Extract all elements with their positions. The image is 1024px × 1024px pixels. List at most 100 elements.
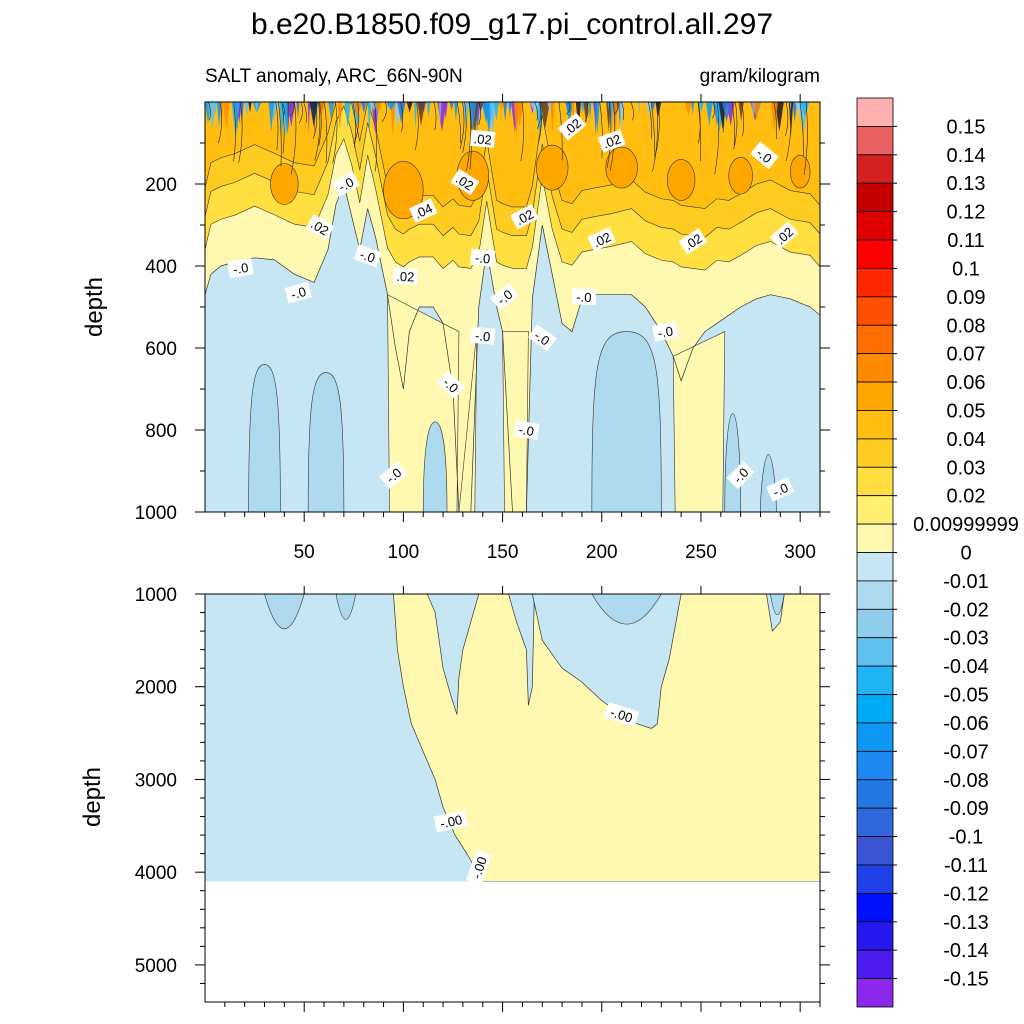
surface-streak [426, 102, 431, 118]
xtick-label: 100 [388, 542, 420, 563]
surface-contour [785, 102, 789, 137]
surface-contour [650, 102, 656, 158]
contour-label: -.0 [750, 141, 779, 170]
contour-label-bg [470, 326, 496, 345]
contour-label: -.0 [470, 326, 496, 345]
contour-label-bg [408, 198, 438, 223]
contour-label-text: -.0 [770, 480, 790, 500]
colorbar-label: 0.14 [947, 145, 986, 167]
contour-label-text: .02 [513, 206, 536, 228]
surface-streak [792, 102, 797, 123]
contour-label-bg [379, 461, 408, 489]
lower-panel: 1000 2000 3000 4000 5000 -.00 -.00 -.00 [135, 585, 830, 1012]
upper-pos03-to-pos04 [205, 102, 820, 209]
colorbar-swatch [856, 836, 894, 866]
xtick-label: 200 [586, 542, 618, 563]
lower-zero-to-pos01 [393, 594, 820, 882]
contour-label: .02 [393, 267, 418, 285]
surface-streak [610, 102, 614, 130]
contour-label: -.0 [379, 461, 408, 489]
colorbar-swatch [856, 892, 894, 923]
surface-contour [537, 102, 542, 129]
upper-panel: 200 400 600 800 1000 50 100 150 200 250 300 .02 .02.… [135, 94, 830, 563]
surface-contour [290, 102, 297, 175]
colorbar-label: -0.14 [943, 940, 989, 962]
upper-deep-column [672, 331, 726, 512]
contour-label-text: -.00 [439, 812, 464, 831]
surface-contour [324, 102, 328, 163]
surface-contour [466, 102, 471, 171]
surface-streak [417, 102, 425, 127]
lower-blue-lobe [591, 594, 662, 625]
surface-streak [443, 102, 448, 120]
contour-label: -.0 [331, 171, 361, 197]
contour-label-bg [470, 129, 496, 148]
contour-label-bg [597, 129, 626, 153]
surface-contour [332, 102, 338, 164]
colorbar-label: 0.05 [947, 400, 986, 422]
xtick-label: 250 [685, 542, 717, 563]
colorbar-swatch [856, 552, 894, 582]
lower-ytick-label: 3000 [135, 770, 177, 791]
colorbar-label: 0.03 [947, 457, 986, 479]
upper-ytick-label: 600 [145, 339, 177, 360]
contour-label-text: -.0 [518, 422, 535, 439]
surface-streak [307, 102, 310, 135]
surface-contour [303, 102, 307, 123]
colorbar-label: -0.1 [949, 827, 983, 849]
surface-streak [328, 102, 335, 120]
upper-ytick-label: 800 [145, 421, 177, 442]
colorbar-label: 0.11 [947, 230, 984, 252]
contour-label: -.00 [603, 701, 640, 728]
surface-contour [290, 102, 295, 117]
surface-contour [613, 102, 619, 115]
surface-contour [313, 102, 318, 139]
contour-label: .02 [597, 129, 626, 153]
surface-streak [248, 102, 252, 113]
surface-streak [770, 102, 778, 133]
upper-blue-column [591, 331, 662, 512]
surface-streak [498, 102, 505, 111]
colorbar-swatch [856, 381, 894, 411]
colorbar-swatch [856, 722, 894, 752]
contour-label-text: -.00 [608, 704, 634, 725]
contour-label-bg [450, 168, 480, 196]
colorbar-label: 0.12 [947, 202, 986, 224]
surface-contour [459, 102, 465, 150]
contour-label-bg [769, 221, 799, 250]
surface-streak [752, 102, 761, 121]
colorbar-label: -0.09 [943, 798, 989, 820]
upper-orange-blob [536, 144, 569, 191]
contour-label-bg [587, 227, 617, 252]
colorbar-swatch [856, 608, 894, 639]
surface-contour [648, 102, 652, 139]
lower-ylabel: depth [79, 767, 106, 827]
surface-contour [599, 102, 603, 158]
lower-ytick-label: 2000 [135, 678, 177, 699]
contour-label: -.0 [651, 321, 679, 342]
surface-streak [612, 102, 619, 137]
colorbar-swatch [856, 268, 894, 298]
colorbar-swatch [856, 580, 894, 610]
contour-label: -.0 [571, 288, 597, 306]
surface-streak [583, 102, 589, 124]
colorbar-swatch [856, 864, 894, 894]
contour-label-text: -.0 [336, 174, 356, 194]
contour-label-text: -.0 [232, 260, 249, 277]
surface-contour [799, 102, 804, 156]
surface-streak [588, 102, 592, 122]
surface-streak [619, 102, 624, 134]
surface-streak [231, 102, 240, 139]
upper-orange-blob [605, 146, 638, 189]
colorbar-label: -0.13 [943, 912, 989, 934]
surface-streak [367, 102, 372, 132]
colorbar-swatch [856, 807, 894, 837]
chart-subtitle-right: gram/kilogram [700, 66, 820, 87]
surface-contour [721, 102, 725, 133]
surface-contour [218, 102, 223, 144]
colorbar-swatch [856, 523, 894, 553]
surface-contour [534, 102, 538, 121]
upper-blue-column [307, 372, 345, 512]
surface-streak [493, 102, 500, 122]
